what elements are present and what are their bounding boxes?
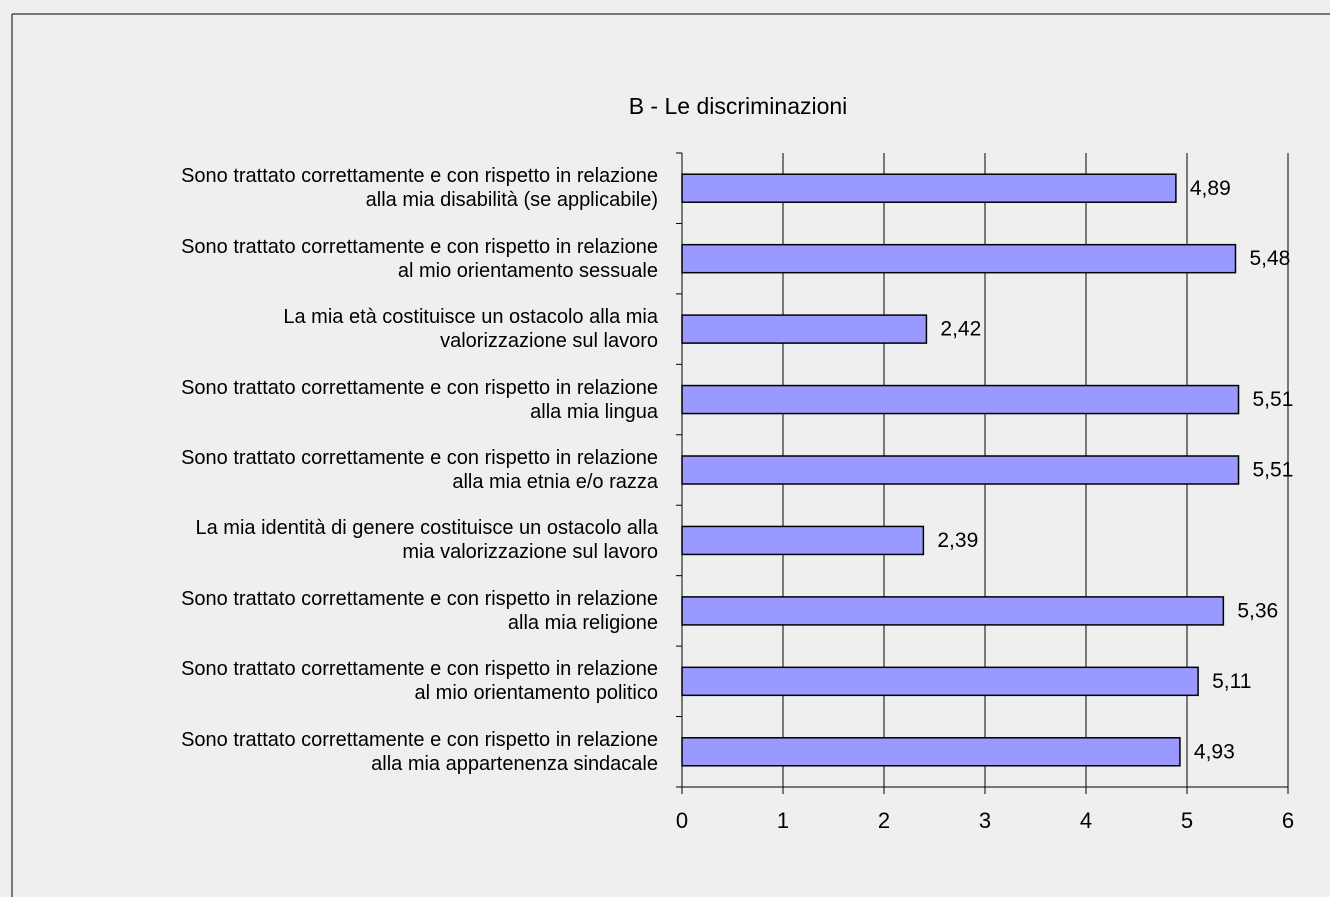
x-tick-label: 1: [777, 808, 789, 833]
bar: [681, 384, 1240, 415]
x-tick-label: 4: [1080, 808, 1092, 833]
x-tick-label: 2: [878, 808, 890, 833]
category-label: Sono trattato correttamente e con rispet…: [181, 587, 658, 634]
bar: [681, 596, 1225, 626]
category-label: Sono trattato correttamente e con rispet…: [181, 376, 658, 423]
category-label: Sono trattato correttamente e con rispet…: [181, 728, 658, 775]
bar: [681, 666, 1199, 697]
x-tick-label: 6: [1282, 808, 1294, 833]
value-label: 5,11: [1212, 670, 1251, 693]
x-tick-label: 0: [676, 808, 688, 833]
value-label: 5,51: [1253, 459, 1294, 482]
bar: [681, 455, 1240, 485]
category-label: Sono trattato correttamente e con rispet…: [181, 165, 658, 212]
x-tick-label: 3: [979, 808, 991, 833]
value-label: 4,89: [1190, 177, 1231, 200]
chart-title: B - Le discriminazioni: [629, 93, 848, 119]
bar: [681, 243, 1237, 274]
bar: [681, 737, 1181, 767]
value-label: 4,93: [1194, 740, 1235, 763]
value-label: 5,51: [1253, 388, 1294, 411]
value-label: 2,39: [937, 529, 978, 552]
bar: [681, 173, 1177, 203]
category-label: La mia età costituisce un ostacolo alla …: [283, 306, 658, 353]
value-label: 2,42: [940, 318, 981, 341]
value-label: 5,36: [1237, 599, 1278, 622]
bar: [681, 525, 925, 556]
x-tick-label: 5: [1181, 808, 1193, 833]
category-label: Sono trattato correttamente e con rispet…: [181, 447, 658, 493]
value-label: 5,48: [1249, 247, 1290, 270]
category-label: Sono trattato correttamente e con rispet…: [181, 658, 658, 705]
bar: [681, 314, 928, 344]
category-label: La mia identità di genere costituisce un…: [195, 517, 659, 564]
category-label: Sono trattato correttamente e con rispet…: [181, 235, 658, 282]
